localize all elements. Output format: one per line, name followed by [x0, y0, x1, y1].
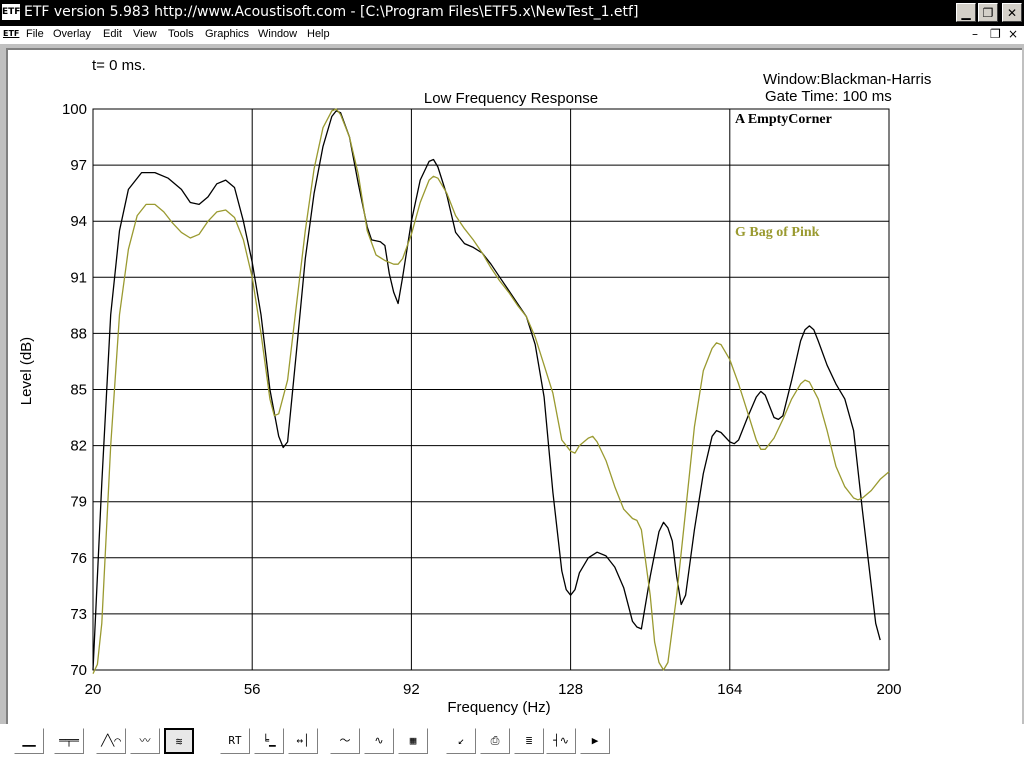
- series-line-bag-of-pink: [92, 108, 890, 674]
- tool-step-button[interactable]: ▁▁: [14, 728, 44, 754]
- mdi-restore-button[interactable]: ❐: [990, 27, 1001, 41]
- play-icon[interactable]: ▶: [580, 728, 610, 754]
- tool-waterfall-button[interactable]: 〰: [130, 728, 160, 754]
- tool-gate-button[interactable]: ↔│: [288, 728, 318, 754]
- y-tick-label: 85: [70, 382, 87, 399]
- chart-title: Low Frequency Response: [424, 90, 598, 107]
- menu-edit[interactable]: Edit: [103, 28, 122, 40]
- tool-decay-button[interactable]: ╘▁: [254, 728, 284, 754]
- bottom-toolbar: ▁▁ ═╤═ ╱╲⌒ 〰 ≋ RT ╘▁ ↔│ 〜 ∿ ▦ ↙ ⎙ ≣ ┤∿ ▶: [0, 724, 1024, 768]
- y-tick-label: 97: [70, 157, 87, 174]
- x-tick-label: 128: [558, 681, 583, 698]
- y-tick-label: 70: [70, 662, 87, 679]
- tool-slider-button[interactable]: ═╤═: [54, 728, 84, 754]
- menu-help[interactable]: Help: [307, 28, 330, 40]
- x-tick-label: 164: [717, 681, 742, 698]
- x-tick-label: 20: [85, 681, 102, 698]
- legend-entry: A EmptyCorner: [735, 112, 832, 127]
- menu-bar: ETF File Overlay Edit View Tools Graphic…: [0, 26, 1024, 44]
- tool-impulse-button[interactable]: ╱╲⌒: [96, 728, 126, 754]
- x-tick-label: 56: [244, 681, 261, 698]
- document-icon[interactable]: ETF: [3, 29, 20, 38]
- window-function-label: Window:Blackman-Harris: [763, 71, 931, 88]
- legend-entry: G Bag of Pink: [735, 225, 820, 240]
- menu-graphics[interactable]: Graphics: [205, 28, 250, 40]
- menu-overlay[interactable]: Overlay: [53, 28, 91, 40]
- mdi-close-button[interactable]: ×: [1008, 27, 1019, 41]
- y-tick-label: 88: [70, 325, 87, 342]
- title-bar: ETF ETF version 5.983 http://www.Acousti…: [0, 0, 1024, 26]
- x-tick-label: 92: [403, 681, 420, 698]
- y-tick-label: 73: [70, 606, 87, 623]
- menu-tools[interactable]: Tools: [168, 28, 194, 40]
- tool-grid-button[interactable]: ▦: [398, 728, 428, 754]
- report-icon[interactable]: ≣: [514, 728, 544, 754]
- y-tick-label: 94: [70, 213, 87, 230]
- tool-sine-button[interactable]: ∿: [364, 728, 394, 754]
- gate-time-label: Gate Time: 100 ms: [765, 88, 892, 105]
- maximize-button[interactable]: ❐: [978, 3, 998, 22]
- tool-frequency-response-button[interactable]: ≋: [164, 728, 194, 754]
- x-tick-label: 200: [876, 681, 901, 698]
- tool-rt-button[interactable]: RT: [220, 728, 250, 754]
- app-icon[interactable]: ETF: [2, 4, 20, 20]
- tool-signal-button[interactable]: ┤∿: [546, 728, 576, 754]
- y-tick-label: 76: [70, 550, 87, 567]
- y-tick-label: 100: [62, 101, 87, 118]
- menu-file[interactable]: File: [26, 28, 44, 40]
- y-tick-label: 79: [70, 494, 87, 511]
- minimize-button[interactable]: ▁: [956, 3, 976, 22]
- y-axis-label: Level (dB): [18, 337, 35, 405]
- y-tick-label: 82: [70, 438, 87, 455]
- time-label: t= 0 ms.: [92, 57, 146, 74]
- x-axis-label: Frequency (Hz): [447, 699, 550, 716]
- menu-window[interactable]: Window: [258, 28, 298, 40]
- mdi-minimize-button[interactable]: –: [972, 27, 978, 41]
- menu-view[interactable]: View: [133, 28, 157, 40]
- window-title: ETF version 5.983 http://www.Acoustisoft…: [24, 4, 639, 20]
- y-tick-label: 91: [70, 269, 87, 286]
- frequency-response-chart: t= 0 ms. Window:Blackman-Harris Gate Tim…: [18, 57, 931, 716]
- close-button[interactable]: ✕: [1002, 3, 1022, 22]
- print-icon[interactable]: ⎙: [480, 728, 510, 754]
- tool-cursor-button[interactable]: ↙: [446, 728, 476, 754]
- tool-smooth-button[interactable]: 〜: [330, 728, 360, 754]
